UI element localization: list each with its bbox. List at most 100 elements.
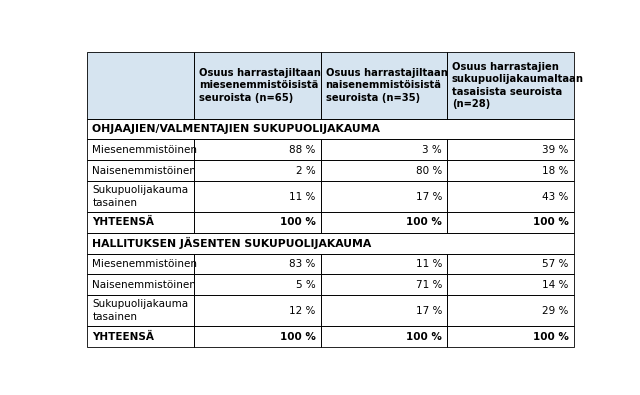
- Bar: [194, 212, 321, 233]
- Bar: [321, 326, 447, 347]
- Bar: [447, 212, 573, 233]
- Text: 5 %: 5 %: [296, 280, 316, 290]
- Text: 39 %: 39 %: [542, 145, 568, 155]
- Text: OHJAAJIEN/VALMENTAJIEN SUKUPUOLIJAKAUMA: OHJAAJIEN/VALMENTAJIEN SUKUPUOLIJAKAUMA: [92, 124, 380, 134]
- Text: Sukupuolijakauma
tasainen: Sukupuolijakauma tasainen: [92, 299, 189, 322]
- Bar: [447, 52, 573, 118]
- Bar: [194, 295, 321, 326]
- Bar: [194, 52, 321, 118]
- Bar: [321, 139, 447, 160]
- Bar: [447, 295, 573, 326]
- Bar: [194, 52, 321, 118]
- Bar: [447, 212, 573, 233]
- Bar: [447, 160, 573, 181]
- Text: 12 %: 12 %: [289, 306, 316, 316]
- Bar: [447, 181, 573, 212]
- Bar: [447, 139, 573, 160]
- Text: 83 %: 83 %: [289, 259, 316, 269]
- Bar: [88, 52, 194, 118]
- Bar: [321, 181, 447, 212]
- Bar: [447, 295, 573, 326]
- Text: Osuus harrastajiltaan
naisenemmistöisistä
seuroista (n=35): Osuus harrastajiltaan naisenemmistöisist…: [326, 68, 447, 103]
- Bar: [88, 139, 194, 160]
- Bar: [194, 139, 321, 160]
- Text: 100 %: 100 %: [280, 331, 316, 342]
- Bar: [88, 139, 194, 160]
- Text: 100 %: 100 %: [406, 331, 442, 342]
- Text: 71 %: 71 %: [416, 280, 442, 290]
- Bar: [447, 254, 573, 275]
- Text: YHTEENSÄ: YHTEENSÄ: [92, 331, 154, 342]
- Bar: [88, 118, 573, 139]
- Bar: [321, 139, 447, 160]
- Bar: [194, 326, 321, 347]
- Bar: [88, 160, 194, 181]
- Text: 80 %: 80 %: [416, 166, 442, 176]
- Bar: [321, 254, 447, 275]
- Bar: [447, 326, 573, 347]
- Bar: [321, 52, 447, 118]
- Bar: [447, 254, 573, 275]
- Text: 2 %: 2 %: [296, 166, 316, 176]
- Bar: [447, 52, 573, 118]
- Bar: [321, 326, 447, 347]
- Text: 11 %: 11 %: [416, 259, 442, 269]
- Bar: [194, 160, 321, 181]
- Bar: [447, 275, 573, 295]
- Text: YHTEENSÄ: YHTEENSÄ: [92, 217, 154, 228]
- Bar: [88, 160, 194, 181]
- Text: 14 %: 14 %: [542, 280, 568, 290]
- Bar: [447, 160, 573, 181]
- Text: Osuus harrastajien
sukupuolijakaumaltaan
tasaisista seuroista
(n=28): Osuus harrastajien sukupuolijakaumaltaan…: [452, 62, 584, 109]
- Bar: [88, 212, 194, 233]
- Bar: [194, 160, 321, 181]
- Text: 100 %: 100 %: [532, 218, 568, 228]
- Bar: [194, 254, 321, 275]
- Bar: [194, 212, 321, 233]
- Bar: [194, 181, 321, 212]
- Text: 29 %: 29 %: [542, 306, 568, 316]
- Bar: [321, 295, 447, 326]
- Bar: [88, 295, 194, 326]
- Bar: [321, 181, 447, 212]
- Text: 17 %: 17 %: [416, 306, 442, 316]
- Text: 18 %: 18 %: [542, 166, 568, 176]
- Text: Osuus harrastajiltaan
miesenemmistöisistä
seuroista (n=65): Osuus harrastajiltaan miesenemmistöisist…: [199, 68, 321, 103]
- Text: 57 %: 57 %: [542, 259, 568, 269]
- Bar: [88, 181, 194, 212]
- Bar: [321, 212, 447, 233]
- Text: 11 %: 11 %: [289, 192, 316, 201]
- Bar: [321, 212, 447, 233]
- Bar: [88, 118, 573, 139]
- Bar: [321, 160, 447, 181]
- Text: 100 %: 100 %: [280, 218, 316, 228]
- Bar: [321, 52, 447, 118]
- Bar: [88, 233, 573, 254]
- Text: Miesenemmistöinen: Miesenemmistöinen: [92, 145, 197, 155]
- Bar: [447, 326, 573, 347]
- Bar: [321, 275, 447, 295]
- Bar: [447, 139, 573, 160]
- Text: 88 %: 88 %: [289, 145, 316, 155]
- Bar: [194, 275, 321, 295]
- Text: HALLITUKSEN JÄSENTEN SUKUPUOLIJAKAUMA: HALLITUKSEN JÄSENTEN SUKUPUOLIJAKAUMA: [92, 237, 372, 249]
- Bar: [447, 275, 573, 295]
- Text: Miesenemmistöinen: Miesenemmistöinen: [92, 259, 197, 269]
- Bar: [88, 295, 194, 326]
- Bar: [88, 212, 194, 233]
- Text: 100 %: 100 %: [532, 331, 568, 342]
- Bar: [88, 52, 194, 118]
- Bar: [447, 181, 573, 212]
- Bar: [321, 160, 447, 181]
- Text: 43 %: 43 %: [542, 192, 568, 201]
- Bar: [194, 254, 321, 275]
- Bar: [321, 254, 447, 275]
- Bar: [88, 181, 194, 212]
- Bar: [88, 275, 194, 295]
- Bar: [321, 275, 447, 295]
- Bar: [194, 181, 321, 212]
- Bar: [88, 326, 194, 347]
- Bar: [88, 326, 194, 347]
- Bar: [194, 295, 321, 326]
- Bar: [88, 254, 194, 275]
